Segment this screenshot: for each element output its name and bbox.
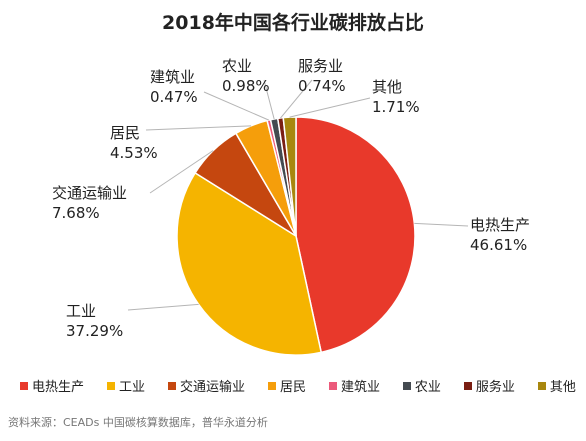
legend-swatch <box>463 381 472 390</box>
legend-item: 农业 <box>402 376 441 395</box>
legend-label: 其他 <box>549 380 576 395</box>
pie-slice <box>176 171 323 356</box>
legend-label: 工业 <box>118 380 145 395</box>
legend-item: 电热生产 <box>20 376 84 395</box>
slice-label: 农业 <box>222 57 252 75</box>
label-leader-line <box>289 97 371 118</box>
pie-slice <box>295 116 416 354</box>
chart-legend: 电热生产 工业 交通运输业 居民 建筑业 农业 服务业 其他 <box>20 376 576 395</box>
legend-item: 其他 <box>537 376 576 395</box>
legend-label: 服务业 <box>475 380 515 395</box>
legend-swatch <box>402 381 411 390</box>
label-leader-line <box>127 303 199 311</box>
legend-label: 居民 <box>279 380 306 395</box>
label-leader-line <box>145 125 252 131</box>
legend-swatch <box>328 381 337 390</box>
legend-item: 交通运输业 <box>167 376 245 395</box>
legend-label: 农业 <box>414 380 441 395</box>
legend-swatch <box>537 381 546 390</box>
label-leader-line <box>149 150 214 194</box>
legend-swatch <box>20 381 28 390</box>
slice-label: 建筑业 <box>150 68 195 86</box>
legend-item: 工业 <box>106 376 145 395</box>
slice-value-label: 0.98% <box>222 77 270 95</box>
slice-label: 服务业 <box>298 57 343 75</box>
label-leader-line <box>414 222 469 227</box>
slice-value-label: 0.47% <box>150 88 198 106</box>
label-leader-line <box>203 91 270 121</box>
legend-swatch <box>267 381 276 390</box>
slice-value-label: 0.74% <box>298 77 346 95</box>
slice-value-label: 7.68% <box>52 204 100 222</box>
chart-title: 2018年中国各行业碳排放占比 <box>162 12 424 34</box>
legend-item: 居民 <box>267 376 306 395</box>
slice-value-label: 46.61% <box>470 236 527 254</box>
slice-value-label: 1.71% <box>372 98 420 116</box>
slice-label: 居民 <box>110 124 140 142</box>
source-note: 资料来源：CEADs 中国碳核算数据库，普华永道分析 <box>8 416 268 429</box>
slice-value-label: 37.29% <box>66 322 123 340</box>
legend-swatch <box>167 381 176 390</box>
legend-label: 建筑业 <box>340 380 380 395</box>
legend-label: 交通运输业 <box>179 380 245 395</box>
legend-label: 电热生产 <box>32 380 85 395</box>
legend-item: 服务业 <box>463 376 515 395</box>
legend-swatch <box>106 381 115 390</box>
label-leader-line <box>280 79 313 119</box>
slice-label: 交通运输业 <box>52 184 127 202</box>
slice-label: 工业 <box>66 302 96 320</box>
label-leader-line <box>263 79 275 120</box>
legend-item: 建筑业 <box>328 376 380 395</box>
slice-label: 其他 <box>372 78 402 96</box>
pie-slice <box>282 116 297 237</box>
slice-label: 电热生产 <box>470 216 530 234</box>
slice-value-label: 4.53% <box>110 144 158 162</box>
